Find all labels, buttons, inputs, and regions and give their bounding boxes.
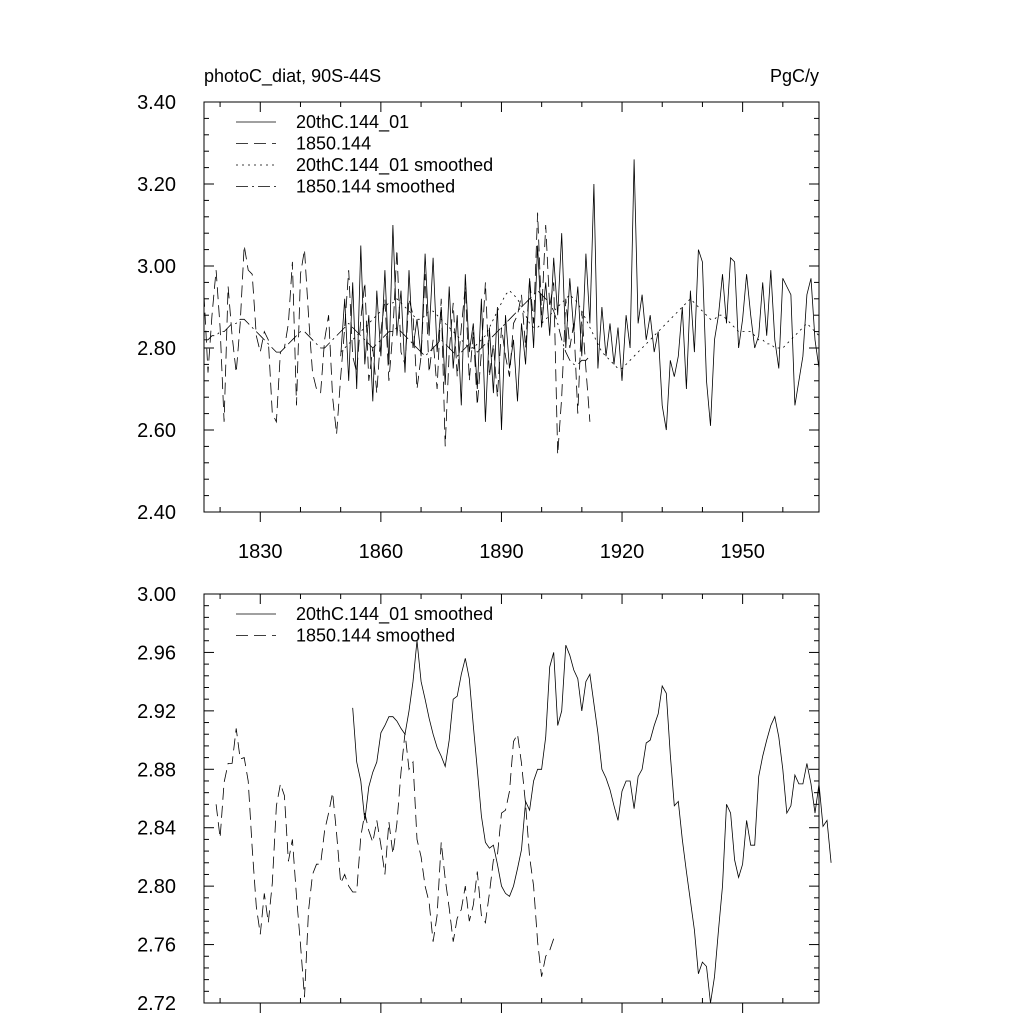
- plot-frame-1: [203, 593, 820, 1004]
- y-tick-label: 2.96: [137, 642, 176, 664]
- legend-label: 20thC.144_01 smoothed: [296, 155, 493, 176]
- top-panel: photoC_diat, 90S-44S PgC/y 2.40 2.60 2.80 3…: [137, 66, 820, 563]
- series-line-0-2: [340, 290, 820, 369]
- y-tick-label: 2.40: [137, 502, 176, 524]
- y-tick-label: 2.84: [137, 818, 176, 840]
- legend-label: 1850.144 smoothed: [296, 626, 455, 646]
- y-tick-label: 2.76: [137, 935, 176, 957]
- bottom-panel: 2.72 2.76 2.80 2.84 2.88 2.92 2.96 3.00 20thC.14…: [137, 584, 832, 1015]
- y-tick-label: 3.40: [137, 92, 176, 114]
- series-line-0-0: [340, 159, 820, 431]
- top-panel-title: photoC_diat, 90S-44S: [204, 66, 381, 87]
- y-tick-label: 2.92: [137, 701, 176, 723]
- legend-label: 20thC.144_01 smoothed: [296, 604, 493, 625]
- y-tick-label: 3.00: [137, 584, 176, 606]
- y-tick-label: 2.72: [137, 993, 176, 1015]
- y-tick-label: 2.80: [137, 338, 176, 360]
- y-tick-label: 2.80: [137, 876, 176, 898]
- series-line-0-3: [204, 290, 591, 365]
- x-tick-label: 1860: [359, 541, 404, 563]
- plot-frame-0: [203, 101, 820, 513]
- x-tick-label: 1890: [479, 541, 524, 563]
- series-line-1-0: [352, 640, 832, 1004]
- legend-label: 1850.144 smoothed: [296, 177, 455, 197]
- y-tick-label: 2.88: [137, 759, 176, 781]
- y-tick-label: 2.60: [137, 420, 176, 442]
- legend-label: 20thC.144_01: [296, 112, 409, 133]
- series-line-1-1: [215, 728, 555, 998]
- y-tick-label: 3.20: [137, 174, 176, 196]
- x-tick-label: 1830: [238, 541, 283, 563]
- top-panel-units: PgC/y: [770, 66, 819, 86]
- x-tick-label: 1920: [600, 541, 645, 563]
- y-tick-label: 3.00: [137, 256, 176, 278]
- x-tick-label: 1950: [720, 541, 765, 563]
- series-line-0-1: [203, 212, 591, 455]
- legend-label: 1850.144: [296, 134, 371, 154]
